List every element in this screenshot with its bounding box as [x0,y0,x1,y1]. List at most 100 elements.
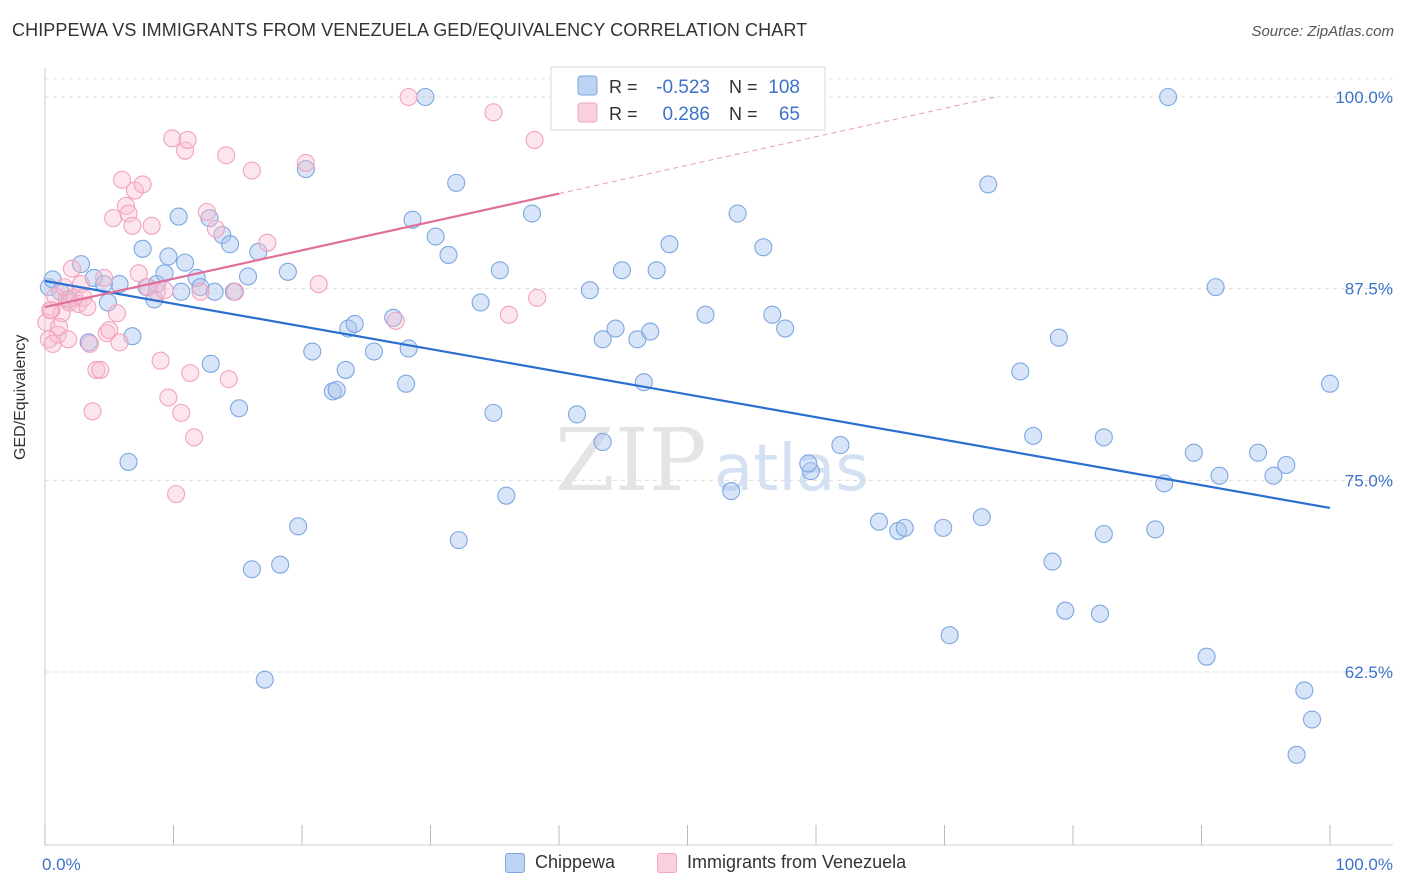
chippewa-point-30 [238,267,258,286]
chippewa-point-73 [754,238,773,257]
chippewa-point-89 [1043,552,1062,571]
chippewa-point-75 [776,319,795,338]
chippewa-point-50 [426,227,445,246]
venezuela-trend-extension [558,96,997,195]
chippewa-point-51 [439,245,458,264]
stats-n-label-1: N = [729,104,758,124]
chippewa-point-105 [1295,681,1314,700]
venezuela-point-55 [386,311,405,330]
x-tick-label-0: 0.0% [42,855,81,874]
chippewa-point-84 [972,508,991,527]
chippewa-point-43 [345,314,364,333]
venezuela-point-62 [43,334,62,353]
chippewa-point-45 [384,308,403,327]
bottom-legend: Chippewa Immigrants from Venezuela [0,852,1406,876]
chippewa-point-81 [895,518,914,537]
venezuela-point-36 [155,281,174,300]
venezuela-point-46 [197,202,216,222]
chippewa-point-71 [722,482,741,501]
chippewa-point-99 [1206,278,1225,297]
venezuela-point-49 [219,370,238,389]
chippewa-point-95 [1159,87,1178,107]
watermark-zip: ZIP [555,411,707,511]
venezuela-trend-line [44,192,560,309]
chippewa-point-41 [336,360,355,379]
venezuela-point-40 [172,403,191,422]
chart-title: CHIPPEWA VS IMMIGRANTS FROM VENEZUELA GE… [12,20,808,40]
chippewa-point-56 [497,486,516,505]
stats-n-label-0: N = [729,77,758,97]
stats-swatch-1 [577,102,598,123]
chippewa-point-77 [799,454,818,473]
chippewa-point-85 [979,175,998,194]
venezuela-point-58 [499,305,518,324]
legend-label-chippewa: Chippewa [535,852,616,872]
y-tick-label-0: 62.5% [1345,663,1393,682]
venezuela-point-43 [181,363,200,383]
y-tick-label-2: 87.5% [1345,280,1393,299]
chippewa-point-92 [1094,428,1113,447]
chippewa-point-4 [71,255,91,274]
chippewa-point-103 [1277,455,1296,475]
chippewa-point-86 [1011,362,1030,381]
chippewa-point-36 [289,517,308,536]
chippewa-point-10 [119,452,138,471]
chippewa-point-18 [169,207,188,226]
venezuela-point-47 [206,219,225,238]
venezuela-point-37 [159,388,178,407]
chippewa-point-38 [303,342,322,361]
chippewa-point-35 [278,262,297,281]
venezuela-point-18 [91,360,110,379]
chippewa-point-107 [1320,374,1340,393]
chippewa-point-25 [205,282,224,301]
venezuela-point-24 [110,333,129,352]
chippewa-point-69 [660,235,679,254]
chippewa-point-102 [1264,466,1283,485]
chippewa-point-106 [1302,710,1322,729]
chippewa-point-46 [397,374,416,393]
venezuela-point-31 [133,175,152,194]
stats-r-label-0: R = [609,77,638,97]
chippewa-point-78 [831,436,850,455]
stats-r-label-1: R = [609,104,638,124]
chippewa-point-55 [484,403,503,422]
chippewa-point-34 [271,555,290,574]
venezuela-point-30 [129,264,148,283]
venezuela-point-56 [399,87,418,107]
chippewa-point-62 [593,330,612,349]
chippewa-point-82 [934,518,953,537]
chippewa-point-88 [1049,328,1068,347]
venezuela-point-16 [83,402,102,421]
venezuela-point-25 [113,170,132,189]
chippewa-point-44 [364,342,384,361]
chippewa-point-40 [327,380,346,399]
venezuela-point-4 [48,325,67,344]
y-tick-label-3: 100.0% [1335,88,1393,107]
chippewa-point-17 [159,247,178,266]
chippewa-point-59 [567,405,587,424]
chippewa-point-70 [696,305,715,324]
stats-swatch-0 [577,75,598,96]
stats-n-value-0: 108 [768,77,800,98]
chippewa-point-63 [606,319,625,338]
venezuela-point-35 [151,351,170,370]
venezuela-point-64 [59,330,78,349]
venezuela-point-52 [258,233,277,252]
chippewa-point-60 [580,281,599,300]
chippewa-point-12 [133,239,152,258]
legend-item-venezuela[interactable]: Immigrants from Venezuela [657,852,906,873]
chippewa-point-91 [1094,524,1113,544]
legend-swatch-chippewa [505,852,525,873]
chippewa-point-24 [201,354,220,373]
y-tick-label-1: 75.0% [1345,471,1393,490]
venezuela-point-9 [62,259,82,278]
chippewa-point-104 [1287,745,1306,764]
venezuela-point-17 [87,360,106,379]
x-tick-label-1: 100.0% [1335,855,1393,874]
chippewa-point-61 [593,432,612,452]
legend-item-chippewa[interactable]: Chippewa [505,852,615,873]
chippewa-point-20 [176,253,195,272]
chippewa-point-64 [612,261,632,280]
venezuela-point-44 [185,428,204,447]
